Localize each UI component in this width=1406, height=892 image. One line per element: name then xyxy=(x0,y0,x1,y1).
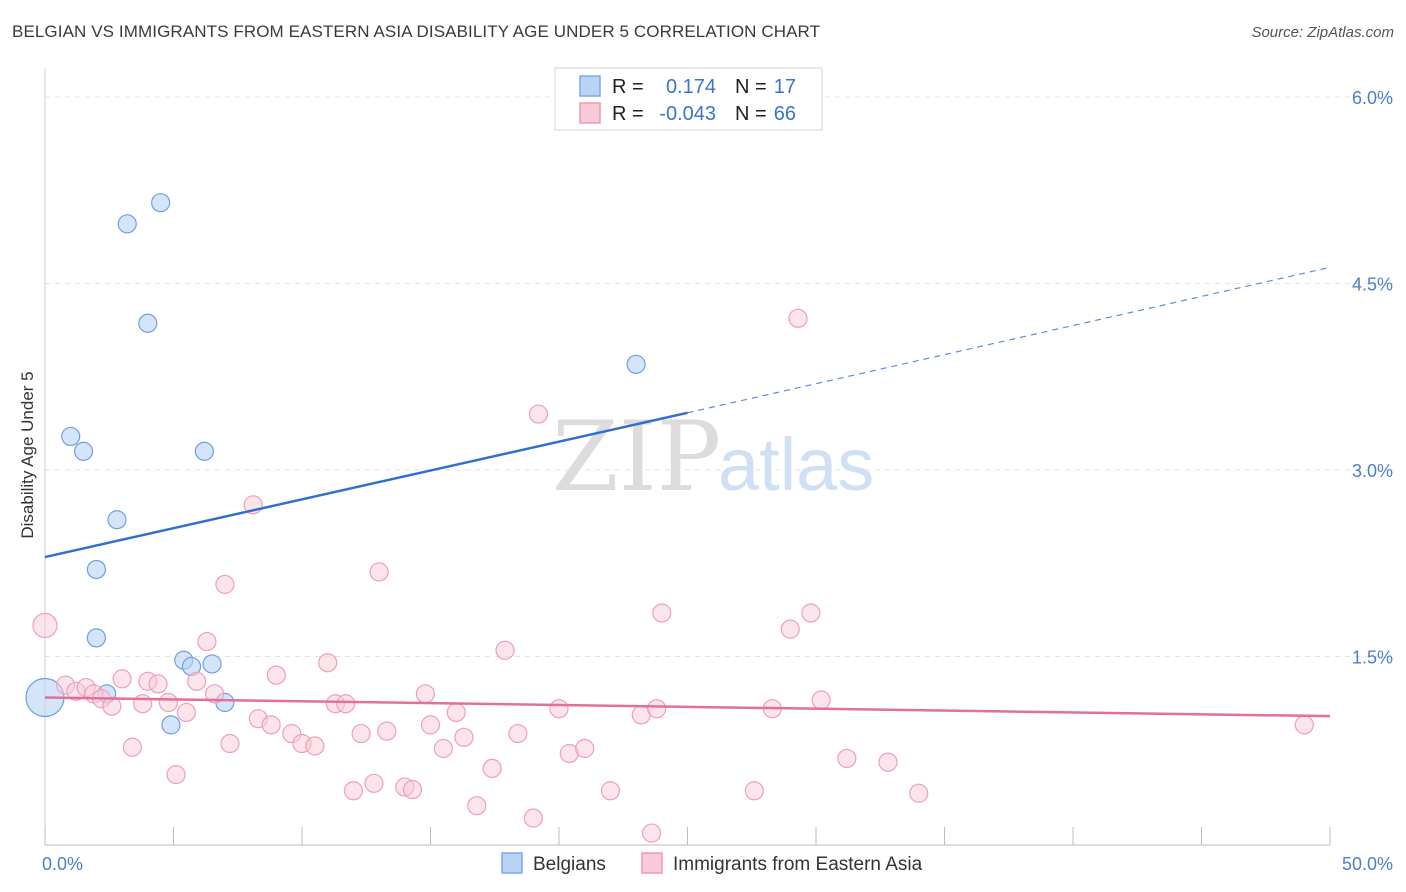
belgians-point-13 xyxy=(194,441,214,461)
trend-lines xyxy=(44,266,1331,718)
belgians-point-1 xyxy=(61,426,81,447)
y-tick-label-1: 3.0% xyxy=(1352,461,1393,481)
belgians-point-2 xyxy=(73,441,94,461)
eastern-asia-point-11 xyxy=(148,674,168,694)
legend-n-label-1: N = xyxy=(735,76,767,98)
watermark-atlas: atlas xyxy=(718,423,874,506)
eastern-asia-point-22 xyxy=(261,715,281,735)
belgians-point-8 xyxy=(138,313,158,333)
eastern-asia-point-14 xyxy=(176,702,196,723)
legend-box: R = 0.174 N = 17 R = -0.043 N = 66 xyxy=(554,67,823,131)
tick-labels: 1.5% 3.0% 4.5% 6.0% 0.0% 50.0% xyxy=(42,88,1393,874)
eastern-asia-point-32 xyxy=(364,773,384,793)
legend-swatch-belgians xyxy=(579,75,601,97)
legend-r-value-eastern-asia: -0.043 xyxy=(659,103,716,125)
bottom-legend-swatch-eastern-asia xyxy=(641,852,663,874)
eastern-asia-trend-line xyxy=(44,696,1331,718)
x-tick-label-1: 50.0% xyxy=(1342,854,1393,874)
legend-n-value-belgians: 17 xyxy=(774,76,796,98)
belgians-point-9 xyxy=(151,193,171,213)
eastern-asia-point-44 xyxy=(495,640,515,660)
eastern-asia-point-39 xyxy=(433,738,453,759)
eastern-asia-point-62 xyxy=(837,748,857,769)
legend-r-label-2: R = xyxy=(612,103,644,125)
eastern-asia-point-19 xyxy=(220,733,240,754)
eastern-asia-point-8 xyxy=(122,737,142,757)
eastern-asia-point-60 xyxy=(801,603,821,623)
eastern-asia-point-13 xyxy=(166,765,186,785)
legend-r-value-belgians: 0.174 xyxy=(666,76,716,98)
eastern-asia-point-41 xyxy=(454,727,474,747)
eastern-asia-point-30 xyxy=(343,781,363,801)
eastern-asia-point-45 xyxy=(508,723,528,744)
eastern-asia-point-47 xyxy=(528,404,549,424)
belgians-point-4 xyxy=(86,628,107,648)
eastern-asia-point-65 xyxy=(1294,715,1314,735)
eastern-asia-point-6 xyxy=(102,696,122,716)
eastern-asia-point-59 xyxy=(788,308,808,328)
eastern-asia-point-43 xyxy=(482,758,502,779)
eastern-asia-point-12 xyxy=(158,692,178,713)
eastern-asia-point-64 xyxy=(909,783,929,803)
bottom-legend: Belgians Immigrants from Eastern Asia xyxy=(501,852,923,875)
bottom-legend-label-eastern-asia: Immigrants from Eastern Asia xyxy=(673,854,923,875)
eastern-asia-point-48 xyxy=(549,699,569,719)
eastern-asia-point-50 xyxy=(575,738,595,759)
y-tick-label-0: 1.5% xyxy=(1352,648,1393,668)
eastern-asia-point-0 xyxy=(32,612,58,639)
y-axis-label: Disability Age Under 5 xyxy=(18,371,37,538)
bottom-legend-swatch-belgians xyxy=(501,852,523,874)
eastern-asia-point-26 xyxy=(305,736,325,756)
eastern-asia-point-54 xyxy=(647,699,667,719)
eastern-asia-point-58 xyxy=(780,619,800,639)
eastern-asia-point-29 xyxy=(336,694,356,714)
eastern-asia-point-36 xyxy=(402,779,423,800)
eastern-asia-point-15 xyxy=(187,671,207,691)
eastern-asia-point-55 xyxy=(652,603,672,623)
eastern-asia-point-42 xyxy=(467,796,487,816)
y-tick-label-3: 6.0% xyxy=(1352,88,1393,108)
watermark: ZIP atlas xyxy=(552,401,874,513)
eastern-asia-point-61 xyxy=(811,690,831,710)
belgians-point-10 xyxy=(161,715,181,735)
eastern-asia-point-56 xyxy=(744,781,764,801)
eastern-asia-point-7 xyxy=(112,669,132,689)
watermark-zip: ZIP xyxy=(552,401,721,513)
data-points xyxy=(25,193,1314,843)
y-tick-label-2: 4.5% xyxy=(1352,275,1393,295)
eastern-asia-point-51 xyxy=(600,781,621,801)
legend-swatch-eastern-asia xyxy=(579,102,601,124)
eastern-asia-point-37 xyxy=(415,684,435,704)
eastern-asia-point-34 xyxy=(377,721,397,741)
grid-lines xyxy=(45,96,1395,657)
legend-n-value-eastern-asia: 66 xyxy=(774,103,796,125)
belgians-point-6 xyxy=(107,510,127,530)
chart-source: Source: ZipAtlas.com xyxy=(1251,24,1394,41)
eastern-asia-point-17 xyxy=(205,684,225,704)
eastern-asia-point-63 xyxy=(878,752,898,772)
chart-title: BELGIAN VS IMMIGRANTS FROM EASTERN ASIA … xyxy=(12,22,821,41)
belgians-point-16 xyxy=(626,354,646,374)
eastern-asia-point-33 xyxy=(369,562,389,582)
eastern-asia-point-53 xyxy=(641,823,662,843)
eastern-asia-point-9 xyxy=(133,694,153,714)
belgians-trend-line xyxy=(44,411,688,559)
eastern-asia-point-16 xyxy=(197,631,217,652)
legend-r-label-1: R = xyxy=(612,76,644,98)
belgians-trend-extension xyxy=(687,266,1331,414)
eastern-asia-point-46 xyxy=(523,808,543,828)
bottom-legend-label-belgians: Belgians xyxy=(533,854,606,875)
eastern-asia-point-38 xyxy=(420,715,441,735)
eastern-asia-point-23 xyxy=(266,665,286,685)
eastern-asia-point-18 xyxy=(215,574,235,594)
x-tick-label-0: 0.0% xyxy=(42,854,83,874)
belgians-point-3 xyxy=(86,559,107,580)
eastern-asia-point-40 xyxy=(446,702,466,723)
eastern-asia-point-31 xyxy=(351,723,371,744)
belgians-point-14 xyxy=(202,654,222,674)
belgians-point-7 xyxy=(117,214,137,234)
eastern-asia-point-27 xyxy=(318,653,338,673)
legend-n-label-2: N = xyxy=(735,103,767,125)
